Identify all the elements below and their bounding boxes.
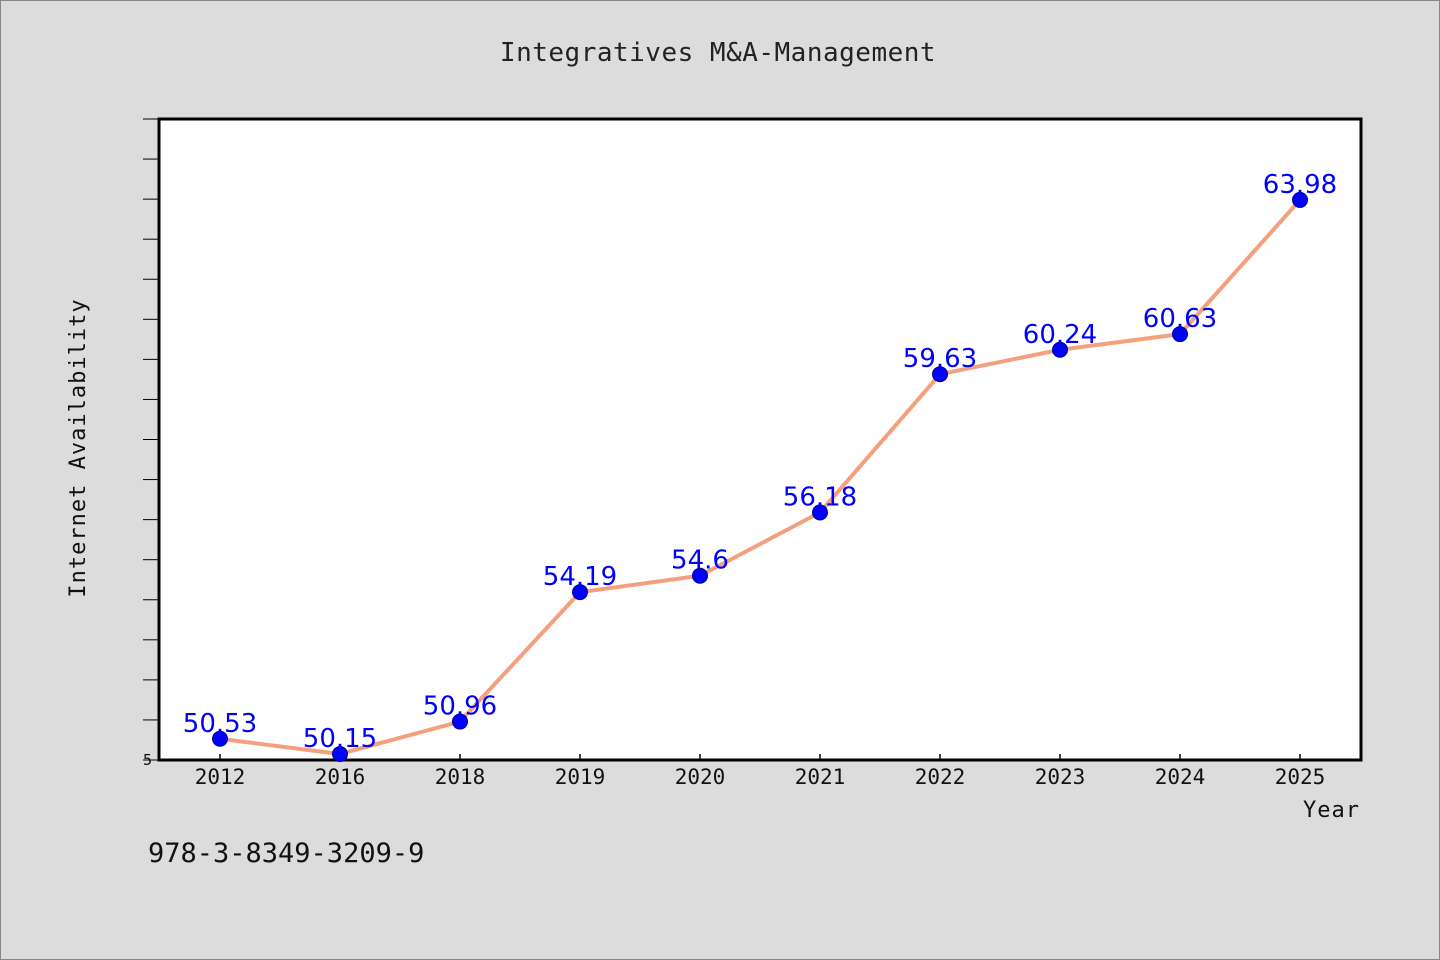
data-point (452, 713, 468, 730)
data-label: 54.6 (671, 546, 729, 576)
x-tick-label: 2021 (795, 765, 846, 789)
x-tick-label: 2020 (675, 765, 726, 789)
series-line (219, 198, 1302, 756)
x-tick-label: 2012 (195, 765, 246, 789)
plot-area (157, 117, 1363, 762)
isbn-footer: 978-3-8349-3209-9 (148, 838, 424, 869)
data-point (692, 567, 708, 584)
y-axis-ticks: 5 (143, 118, 159, 769)
data-point (1292, 191, 1308, 208)
data-markers (212, 191, 1308, 762)
data-point (932, 366, 948, 383)
data-point (812, 504, 828, 521)
x-tick-label: 2023 (1035, 765, 1086, 789)
data-label: 50.15 (303, 724, 377, 754)
data-point (332, 745, 348, 762)
data-label: 63.98 (1263, 170, 1337, 200)
data-label: 50.96 (423, 692, 497, 722)
data-labels: 50.53 50.15 50.96 54.19 54.6 56.18 59.63 60.24 6… (183, 170, 1337, 754)
data-label: 56.18 (783, 482, 857, 512)
data-label: 54.19 (543, 562, 617, 592)
data-point (1172, 326, 1188, 343)
data-label: 60.63 (1143, 304, 1217, 334)
data-point (572, 584, 588, 601)
y-axis-label: Internet Availability (66, 298, 91, 597)
x-tick-label: 2016 (315, 765, 366, 789)
data-label: 60.24 (1023, 320, 1097, 350)
x-axis-label: Year (1303, 798, 1360, 823)
chart-title: Integratives M&A-Management (500, 38, 936, 68)
x-tick-label: 2022 (915, 765, 966, 789)
x-tick-label: 2024 (1155, 765, 1206, 789)
x-tick-label: 2025 (1275, 765, 1326, 789)
y-tick-label: 5 (143, 751, 152, 769)
x-tick-label: 2018 (435, 765, 486, 789)
data-point (212, 730, 228, 747)
data-label: 50.53 (183, 709, 257, 739)
data-point (1052, 341, 1068, 358)
x-tick-label: 2019 (555, 765, 606, 789)
data-label: 59.63 (903, 344, 977, 374)
